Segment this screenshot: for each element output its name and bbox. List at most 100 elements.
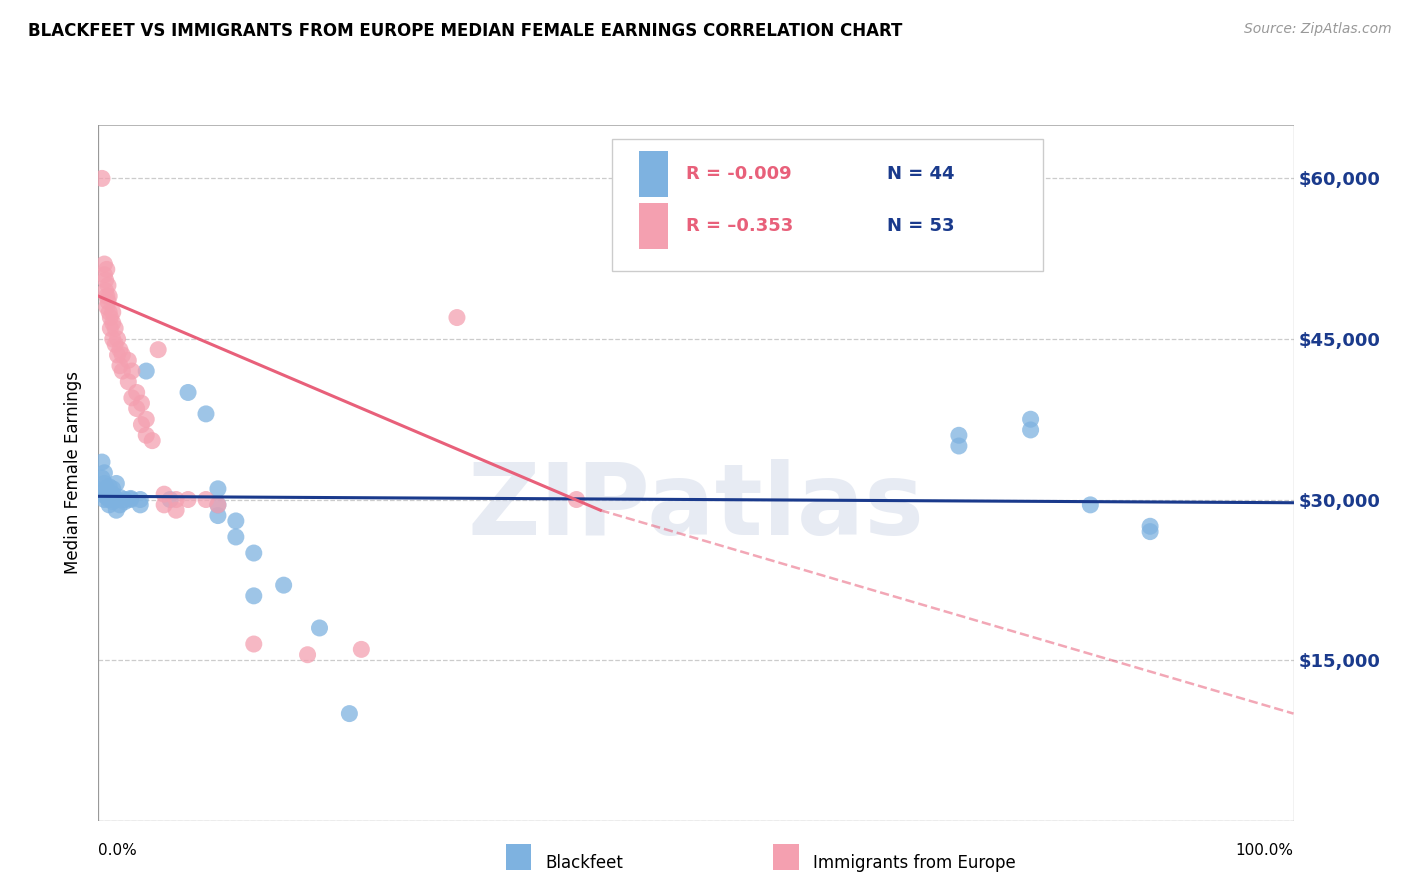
Point xyxy=(194,492,218,507)
Point xyxy=(108,343,131,357)
Point xyxy=(177,385,200,400)
Point xyxy=(225,514,247,528)
Point xyxy=(177,492,200,507)
Point xyxy=(114,492,136,507)
Point xyxy=(1019,423,1042,437)
Text: N = 44: N = 44 xyxy=(887,165,955,183)
Point xyxy=(141,434,163,448)
FancyBboxPatch shape xyxy=(613,139,1043,271)
Text: BLACKFEET VS IMMIGRANTS FROM EUROPE MEDIAN FEMALE EARNINGS CORRELATION CHART: BLACKFEET VS IMMIGRANTS FROM EUROPE MEDI… xyxy=(28,22,903,40)
Point xyxy=(96,491,118,505)
Point xyxy=(101,305,124,319)
Point xyxy=(121,391,143,405)
Text: R = –0.353: R = –0.353 xyxy=(686,217,793,235)
Point xyxy=(135,428,157,442)
Point xyxy=(93,268,115,282)
Point xyxy=(96,483,118,498)
Point xyxy=(101,332,124,346)
Text: Source: ZipAtlas.com: Source: ZipAtlas.com xyxy=(1244,22,1392,37)
Bar xyxy=(638,152,668,196)
Text: ZIPatlas: ZIPatlas xyxy=(468,459,924,556)
Point xyxy=(165,503,187,517)
Point xyxy=(105,503,128,517)
Point xyxy=(207,508,229,523)
Point xyxy=(948,428,970,442)
Y-axis label: Median Female Earnings: Median Female Earnings xyxy=(65,371,83,574)
Point xyxy=(93,492,115,507)
Point xyxy=(565,492,588,507)
Point xyxy=(108,359,131,373)
Point xyxy=(96,300,118,314)
Point xyxy=(97,294,120,309)
Point xyxy=(98,492,121,507)
Point xyxy=(125,385,148,400)
Point xyxy=(225,530,247,544)
Point xyxy=(101,494,124,508)
Point xyxy=(120,492,142,507)
Point xyxy=(111,348,134,362)
Point xyxy=(97,278,120,293)
Point xyxy=(96,482,118,496)
Text: 0.0%: 0.0% xyxy=(98,843,138,858)
Point xyxy=(114,494,136,508)
Text: N = 53: N = 53 xyxy=(887,217,955,235)
Point xyxy=(308,621,330,635)
Point xyxy=(91,471,114,485)
Point xyxy=(243,546,266,560)
Point xyxy=(91,455,114,469)
Point xyxy=(1019,412,1042,426)
Point xyxy=(165,492,187,507)
Point xyxy=(125,401,148,416)
Point xyxy=(96,262,118,277)
Point xyxy=(339,706,360,721)
Point xyxy=(131,417,153,432)
Point xyxy=(98,310,122,325)
Point xyxy=(1080,498,1102,512)
Point xyxy=(153,487,176,501)
Point xyxy=(129,498,152,512)
Point xyxy=(105,492,128,507)
Point xyxy=(117,353,139,368)
Text: 100.0%: 100.0% xyxy=(1236,843,1294,858)
Point xyxy=(117,375,139,389)
Point xyxy=(207,498,229,512)
Point xyxy=(129,492,152,507)
Point xyxy=(948,439,970,453)
Point xyxy=(94,284,117,298)
Point xyxy=(446,310,468,325)
Point xyxy=(105,476,128,491)
Point xyxy=(96,289,118,303)
Point xyxy=(1139,524,1161,539)
Point xyxy=(98,321,122,335)
Point xyxy=(297,648,319,662)
Point xyxy=(98,305,121,319)
Point xyxy=(207,482,229,496)
Point xyxy=(350,642,373,657)
Point xyxy=(243,589,266,603)
Point xyxy=(108,498,131,512)
Point xyxy=(194,407,218,421)
Point xyxy=(98,289,121,303)
Point xyxy=(135,364,157,378)
Point xyxy=(121,364,143,378)
Point xyxy=(135,412,157,426)
Point xyxy=(104,321,127,335)
Point xyxy=(273,578,295,592)
Text: R = -0.009: R = -0.009 xyxy=(686,165,792,183)
Point xyxy=(153,498,176,512)
Point xyxy=(111,364,134,378)
Point xyxy=(148,343,170,357)
Point xyxy=(94,273,117,287)
Point xyxy=(91,482,114,496)
Point xyxy=(104,337,127,351)
Text: Immigrants from Europe: Immigrants from Europe xyxy=(813,854,1015,871)
Point xyxy=(243,637,266,651)
Point xyxy=(131,396,153,410)
Point xyxy=(1139,519,1161,533)
Point xyxy=(98,498,121,512)
Point xyxy=(93,476,115,491)
Point xyxy=(107,332,129,346)
Point xyxy=(101,316,124,330)
Point xyxy=(108,491,131,505)
Point xyxy=(93,466,115,480)
